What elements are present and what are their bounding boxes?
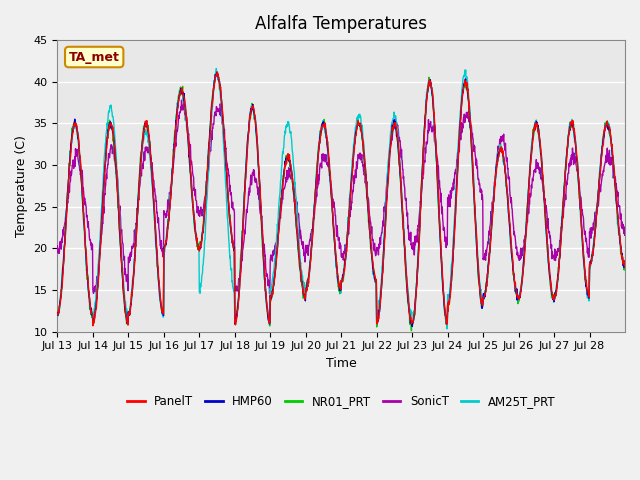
SonicT [621, 232, 628, 238]
Line: PanelT: PanelT [58, 72, 625, 326]
HMP60 [585, 295, 593, 301]
NR01_PRT [54, 312, 61, 317]
HMP60 [54, 312, 61, 318]
PanelT [214, 69, 221, 75]
SonicT [54, 243, 61, 249]
NR01_PRT [585, 295, 593, 301]
Line: HMP60: HMP60 [58, 72, 625, 326]
HMP60 [621, 262, 628, 267]
PanelT [156, 281, 163, 287]
PanelT [64, 188, 72, 193]
SonicT [266, 290, 273, 296]
HMP60 [213, 69, 221, 75]
HMP60 [310, 206, 318, 212]
Text: TA_met: TA_met [68, 50, 120, 63]
PanelT [344, 225, 352, 231]
Title: Alfalfa Temperatures: Alfalfa Temperatures [255, 15, 428, 33]
SonicT [344, 229, 352, 235]
AM25T_PRT [585, 298, 593, 304]
Line: NR01_PRT: NR01_PRT [58, 72, 625, 331]
X-axis label: Time: Time [326, 357, 356, 370]
PanelT [585, 293, 593, 299]
Line: AM25T_PRT: AM25T_PRT [58, 69, 625, 329]
NR01_PRT [408, 328, 415, 334]
NR01_PRT [445, 301, 453, 307]
Line: SonicT: SonicT [58, 99, 625, 293]
NR01_PRT [64, 182, 72, 188]
NR01_PRT [310, 204, 318, 210]
HMP60 [408, 324, 416, 329]
AM25T_PRT [344, 226, 352, 232]
HMP60 [155, 281, 163, 287]
HMP60 [64, 183, 72, 189]
SonicT [64, 191, 72, 197]
NR01_PRT [621, 260, 628, 266]
SonicT [445, 198, 453, 204]
NR01_PRT [344, 224, 352, 230]
PanelT [311, 204, 319, 210]
AM25T_PRT [445, 292, 453, 298]
PanelT [54, 312, 61, 317]
SonicT [155, 226, 163, 232]
NR01_PRT [212, 69, 220, 74]
PanelT [89, 323, 97, 329]
AM25T_PRT [155, 284, 163, 289]
SonicT [311, 210, 319, 216]
Legend: PanelT, HMP60, NR01_PRT, SonicT, AM25T_PRT: PanelT, HMP60, NR01_PRT, SonicT, AM25T_P… [122, 390, 560, 413]
PanelT [621, 263, 628, 269]
AM25T_PRT [621, 258, 628, 264]
SonicT [585, 252, 593, 258]
AM25T_PRT [443, 326, 451, 332]
SonicT [180, 96, 188, 102]
NR01_PRT [155, 278, 163, 284]
AM25T_PRT [54, 312, 61, 317]
AM25T_PRT [212, 66, 220, 72]
HMP60 [445, 299, 453, 305]
HMP60 [344, 229, 352, 235]
AM25T_PRT [310, 202, 318, 208]
PanelT [445, 299, 453, 304]
Y-axis label: Temperature (C): Temperature (C) [15, 135, 28, 237]
AM25T_PRT [64, 183, 72, 189]
